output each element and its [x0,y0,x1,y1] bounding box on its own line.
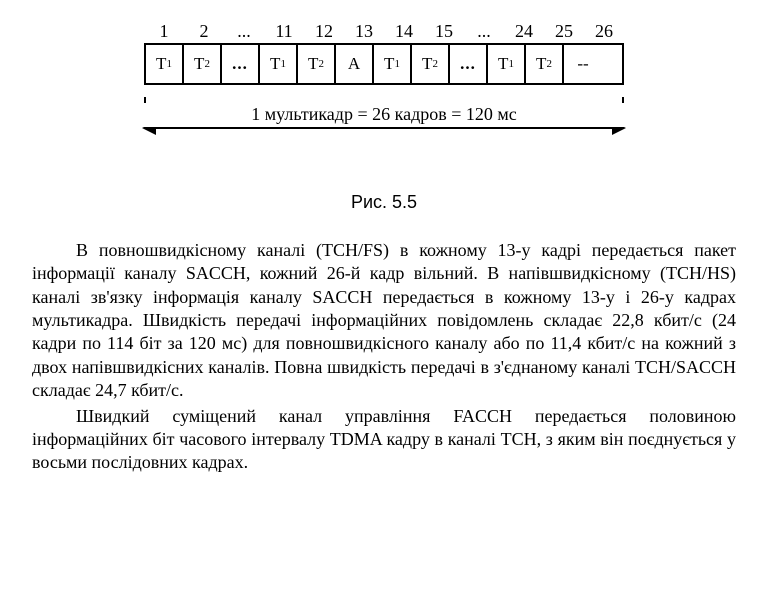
slot-number: 25 [544,20,584,43]
figure-caption: Рис. 5.5 [32,191,736,214]
slot-cell: T2 [184,45,222,83]
slot-cell: T2 [412,45,450,83]
slot-number: 1 [144,20,184,43]
slot-cell: T1 [260,45,298,83]
slot-number: 2 [184,20,224,43]
dimension-line: 1 мультикадр = 26 кадров = 120 мс [144,97,624,143]
slot-number: 26 [584,20,624,43]
slot-number: 12 [304,20,344,43]
slot-cell: A [336,45,374,83]
body-paragraph: В повношвидкісному каналі (TCH/FS) в кож… [32,239,736,403]
slot-number: 13 [344,20,384,43]
slot-cell-row: T1T2...T1T2AT1T2...T1T2-- [144,43,624,85]
multikadr-diagram: 12...1112131415...242526 T1T2...T1T2AT1T… [144,20,624,143]
slot-number: 14 [384,20,424,43]
body-paragraph: Швидкий суміщений канал управління FACCH… [32,405,736,475]
slot-cell: T1 [146,45,184,83]
slot-number: 11 [264,20,304,43]
slot-cell: T1 [488,45,526,83]
slot-number: ... [464,20,504,43]
slot-number: ... [224,20,264,43]
slot-number: 24 [504,20,544,43]
slot-cell: ... [450,45,488,83]
slot-cell: T1 [374,45,412,83]
slot-cell: ... [222,45,260,83]
slot-cell: -- [564,45,602,83]
dimension-label: 1 мультикадр = 26 кадров = 120 мс [144,103,624,126]
slot-cell: T2 [298,45,336,83]
slot-cell: T2 [526,45,564,83]
slot-number-row: 12...1112131415...242526 [144,20,624,43]
slot-number: 15 [424,20,464,43]
